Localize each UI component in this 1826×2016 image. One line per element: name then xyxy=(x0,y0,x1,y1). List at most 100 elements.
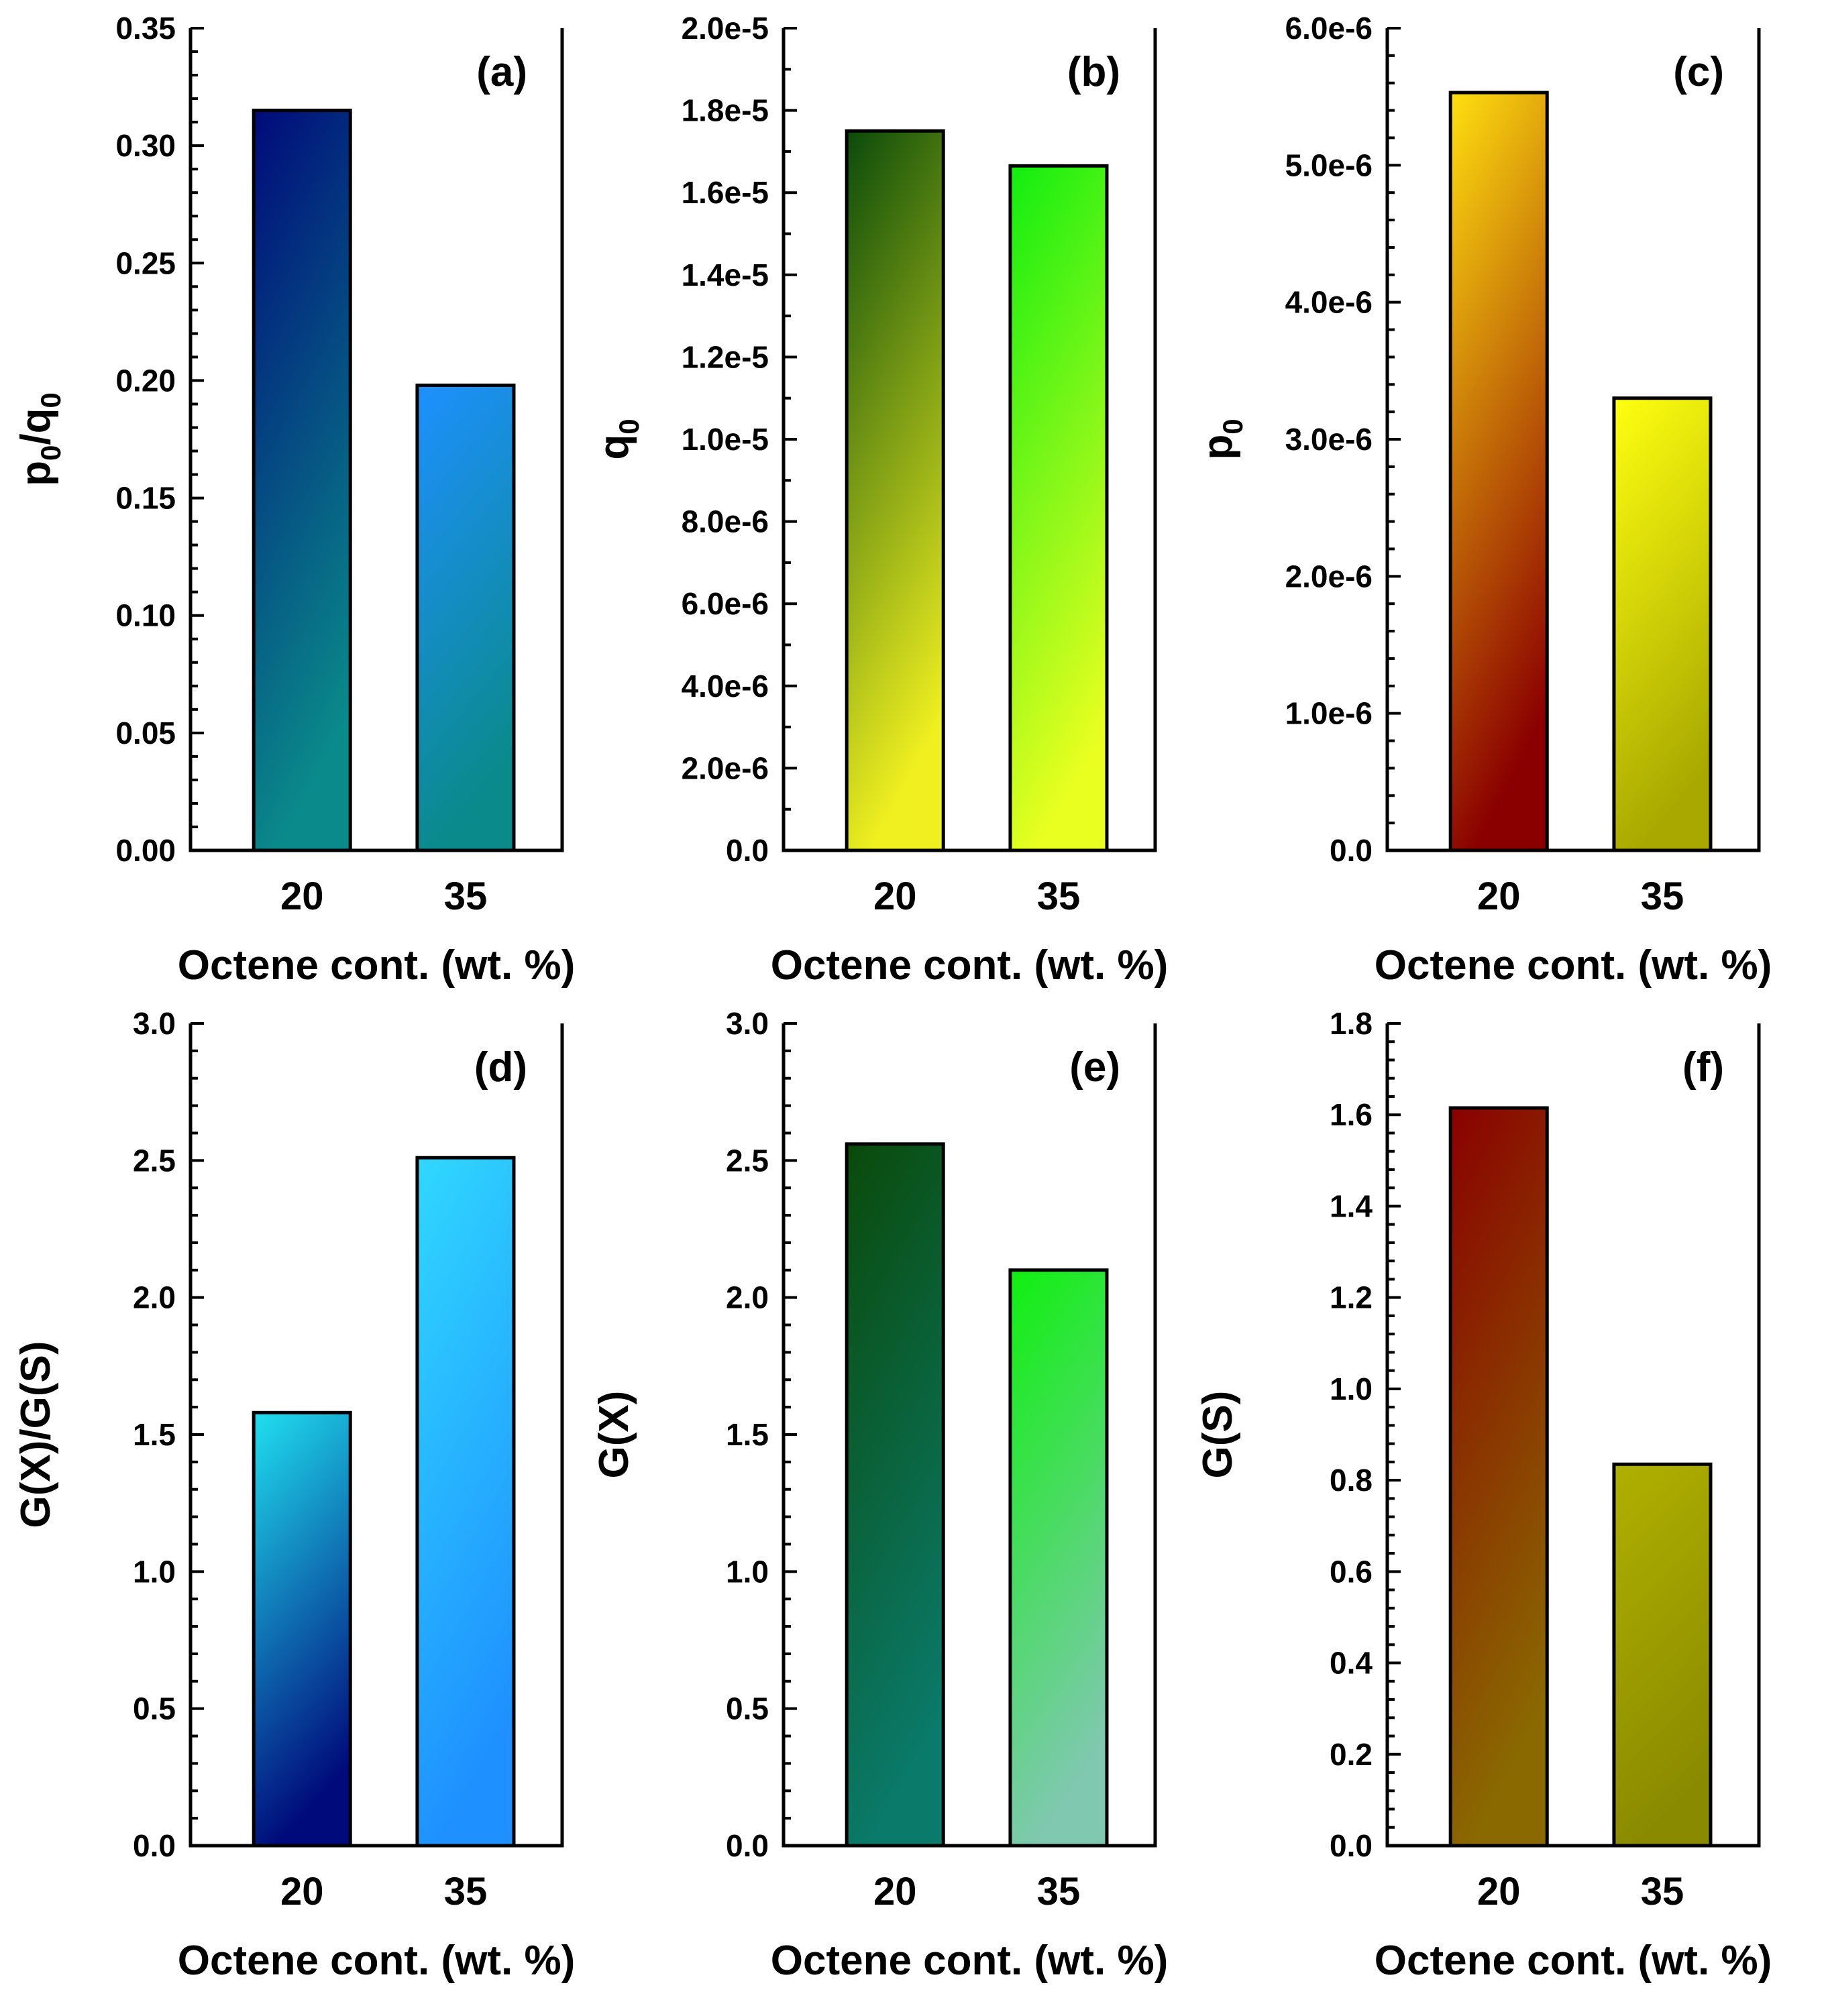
y-tick-label: 0.0 xyxy=(726,833,769,868)
category-label: 35 xyxy=(1641,875,1684,918)
panel-label: (d) xyxy=(474,1044,527,1090)
y-tick-label: 0.6 xyxy=(1330,1554,1373,1589)
y-axis-title: p0 xyxy=(1195,418,1248,459)
y-tick-label: 1.5 xyxy=(726,1417,769,1452)
bar-35 xyxy=(1612,396,1713,852)
category-label: 20 xyxy=(873,1870,917,1913)
y-tick-label: 2.0e-6 xyxy=(682,750,769,785)
y-tick-label: 0.0 xyxy=(1330,833,1373,868)
y-tick-label: 0.5 xyxy=(726,1691,769,1726)
y-tick-label: 1.8 xyxy=(1330,1006,1373,1041)
axes-frame xyxy=(1385,1023,1761,1848)
category-label: 20 xyxy=(873,875,917,918)
y-axis-title: G(S) xyxy=(1195,1391,1241,1479)
y-tick-label: 2.0 xyxy=(133,1280,176,1315)
panel-0: 20 35 0.00 0.05 0.10 0.15 0.20 0.25 0.30 0.35 (a) O… xyxy=(13,11,575,989)
y-tick-label: 0.15 xyxy=(115,481,176,516)
bar-35 xyxy=(1612,1462,1713,1848)
y-tick-label: 0.00 xyxy=(115,833,176,868)
x-axis-title: Octene cont. (wt. %) xyxy=(1375,942,1772,989)
y-tick-label: 0.35 xyxy=(115,11,176,46)
y-tick-label: 1.0 xyxy=(133,1554,176,1589)
y-tick-label: 0.25 xyxy=(115,245,176,280)
y-tick-label: 3.0 xyxy=(133,1006,176,1041)
y-tick-label: 1.0e-6 xyxy=(1285,696,1373,731)
category-label: 20 xyxy=(1477,875,1521,918)
category-label: 20 xyxy=(1477,1870,1521,1913)
y-tick-label: 1.8e-5 xyxy=(682,93,769,128)
y-tick-label: 0.2 xyxy=(1330,1737,1373,1772)
y-tick-label: 0.0 xyxy=(726,1828,769,1863)
panel-label: (e) xyxy=(1069,1044,1120,1090)
y-tick-label: 3.0 xyxy=(726,1006,769,1041)
x-axis-title: Octene cont. (wt. %) xyxy=(771,942,1168,989)
bar-20 xyxy=(845,129,945,852)
panel-label: (a) xyxy=(476,49,527,95)
y-tick-label: 2.0 xyxy=(726,1280,769,1315)
x-axis-title: Octene cont. (wt. %) xyxy=(178,1938,575,1984)
y-tick-label: 2.5 xyxy=(133,1143,176,1178)
bar-20 xyxy=(252,109,352,852)
y-tick-label: 1.2 xyxy=(1330,1280,1373,1315)
panel-label: (c) xyxy=(1673,49,1724,95)
bar-20 xyxy=(1448,1106,1549,1848)
bar-35 xyxy=(1008,1268,1109,1848)
y-tick-label: 0.8 xyxy=(1330,1463,1373,1498)
category-label: 35 xyxy=(1037,1870,1081,1913)
y-tick-label: 0.0 xyxy=(133,1828,176,1863)
y-tick-label: 4.0e-6 xyxy=(682,669,769,704)
category-label: 20 xyxy=(280,875,324,918)
y-tick-label: 0.4 xyxy=(1330,1646,1373,1681)
category-label: 35 xyxy=(444,875,488,918)
panel-label: (f) xyxy=(1682,1044,1724,1090)
bar-20 xyxy=(252,1410,352,1848)
category-label: 20 xyxy=(280,1870,324,1913)
y-axis-title: q0 xyxy=(591,418,645,459)
y-tick-label: 1.0 xyxy=(1330,1371,1373,1406)
y-tick-label: 0.30 xyxy=(115,128,176,163)
bar-35 xyxy=(415,1156,516,1848)
y-tick-label: 1.2e-5 xyxy=(682,339,769,374)
panel-1: 20 35 0.0 2.0e-6 4.0e-6 6.0e-6 8.0e-6 1.0e-5 1.2… xyxy=(591,11,1168,989)
axes-frame xyxy=(189,28,564,852)
y-tick-label: 1.5 xyxy=(133,1417,176,1452)
panel-label: (b) xyxy=(1067,49,1120,95)
panel-3: 20 35 0.0 0.5 1.0 1.5 2.0 2.5 3.0 (d) Octene cont.… xyxy=(13,1006,575,1984)
y-tick-label: 0.10 xyxy=(115,598,176,633)
y-tick-label: 2.0e-6 xyxy=(1285,559,1373,594)
panel-2: 20 35 0.0 1.0e-6 2.0e-6 3.0e-6 4.0e-6 5.0e-6 6.0… xyxy=(1195,11,1772,989)
y-tick-label: 0.20 xyxy=(115,363,176,398)
y-tick-label: 1.0e-5 xyxy=(682,422,769,457)
y-axis-title: p0/q0 xyxy=(13,392,66,486)
y-tick-label: 1.0 xyxy=(726,1554,769,1589)
bar-35 xyxy=(415,383,516,852)
x-axis-title: Octene cont. (wt. %) xyxy=(1375,1938,1772,1984)
category-label: 35 xyxy=(1641,1870,1684,1913)
category-label: 35 xyxy=(1037,875,1081,918)
y-tick-label: 2.5 xyxy=(726,1143,769,1178)
x-axis-title: Octene cont. (wt. %) xyxy=(178,942,575,989)
category-label: 35 xyxy=(444,1870,488,1913)
y-tick-label: 4.0e-6 xyxy=(1285,285,1373,320)
bar-20 xyxy=(1448,91,1549,852)
bar-35 xyxy=(1008,164,1109,852)
y-tick-label: 3.0e-6 xyxy=(1285,422,1373,457)
panel-5: 20 35 0.0 0.2 0.4 0.6 0.8 1.0 1.2 1.4 1.6 1.8 (f) Oct… xyxy=(1195,1006,1772,1984)
y-axis-title: G(X) xyxy=(591,1391,637,1479)
y-tick-label: 1.4e-5 xyxy=(682,258,769,292)
y-tick-label: 0.0 xyxy=(1330,1828,1373,1863)
x-axis-title: Octene cont. (wt. %) xyxy=(771,1938,1168,1984)
bar-20 xyxy=(845,1142,945,1848)
y-tick-label: 1.4 xyxy=(1330,1188,1373,1223)
panel-4: 20 35 0.0 0.5 1.0 1.5 2.0 2.5 3.0 (e) Octene cont.… xyxy=(591,1006,1168,1984)
y-tick-label: 5.0e-6 xyxy=(1285,148,1373,182)
y-tick-label: 6.0e-6 xyxy=(682,586,769,621)
y-tick-label: 0.05 xyxy=(115,716,176,750)
y-tick-label: 0.5 xyxy=(133,1691,176,1726)
y-tick-label: 8.0e-6 xyxy=(682,504,769,539)
y-tick-label: 1.6 xyxy=(1330,1097,1373,1132)
y-tick-label: 6.0e-6 xyxy=(1285,11,1373,46)
y-tick-label: 1.6e-5 xyxy=(682,175,769,210)
y-tick-label: 2.0e-5 xyxy=(682,11,769,46)
